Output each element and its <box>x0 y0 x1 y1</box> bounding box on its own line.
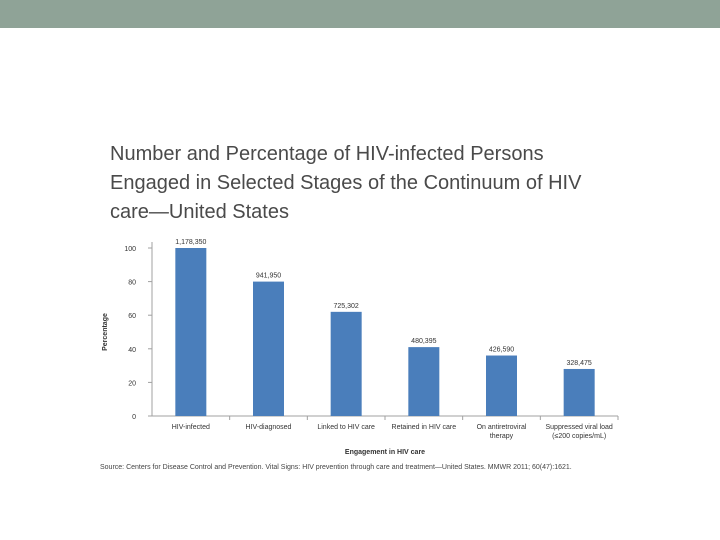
title-line-1: Number and Percentage of HIV-infected Pe… <box>110 143 544 165</box>
hiv-care-continuum-chart: Percentage Engagement in HIV care 0 20 40 6… <box>102 239 619 456</box>
bar <box>486 355 517 416</box>
bar <box>253 281 284 416</box>
top-accent-bar <box>0 0 720 28</box>
y-tick-label: 40 <box>128 347 136 354</box>
x-category-label: (≤200 copies/mL) <box>552 433 606 440</box>
title-line-2: Engaged in Selected Stages of the Contin… <box>110 172 582 194</box>
bar-data-label: 725,302 <box>334 303 359 310</box>
slide-title: Number and Percentage of HIV-infected Pe… <box>110 140 630 227</box>
bar <box>330 311 362 416</box>
source-citation: Source: Centers for Disease Control and … <box>100 464 572 471</box>
bar <box>175 248 207 416</box>
y-tick-label: 100 <box>124 246 136 253</box>
x-axis-label: Engagement in HIV care <box>345 449 425 456</box>
y-tick-label: 0 <box>132 414 136 421</box>
bar-data-label: 328,475 <box>567 360 592 367</box>
y-tick-label: 80 <box>128 280 136 287</box>
title-line-3: care—United States <box>110 201 289 223</box>
bar <box>408 347 440 416</box>
x-category-label: HIV-diagnosed <box>246 424 292 431</box>
bar-data-label: 426,590 <box>489 347 514 354</box>
y-tick-label: 60 <box>128 313 136 320</box>
x-category-label: HIV-infected <box>172 424 210 431</box>
y-axis-label: Percentage <box>102 313 109 351</box>
bar-data-label: 941,950 <box>256 273 281 280</box>
x-category-label: Retained in HIV care <box>392 424 457 431</box>
x-category-label: On antiretroviral <box>477 424 527 431</box>
bar-data-label: 480,395 <box>411 338 436 345</box>
bar-data-label: 1,178,350 <box>175 239 206 246</box>
bar <box>563 368 595 416</box>
x-category-label: Linked to HIV care <box>317 424 375 431</box>
x-category-label: Suppressed viral load <box>546 424 613 431</box>
y-tick-label: 20 <box>128 380 136 387</box>
x-category-label: therapy <box>490 433 514 440</box>
